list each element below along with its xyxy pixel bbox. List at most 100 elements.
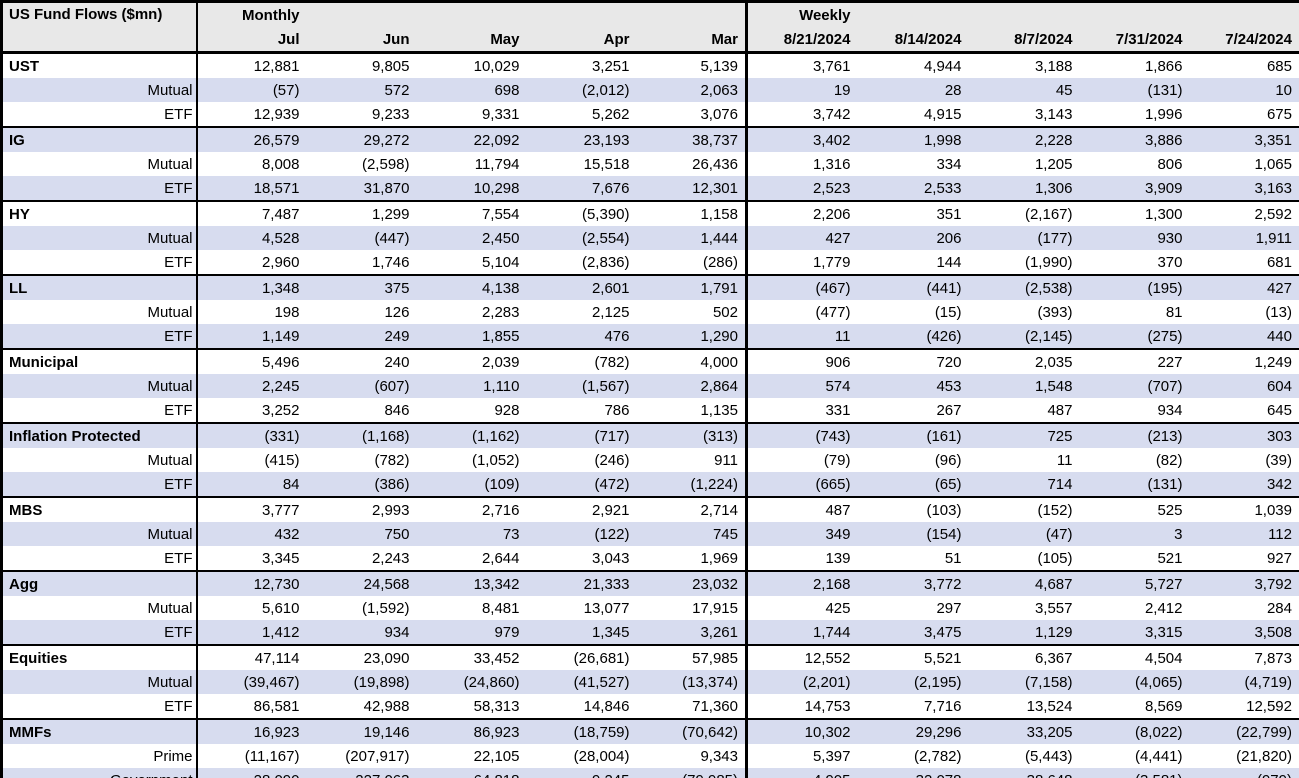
value-cell: 3,909: [1079, 176, 1190, 201]
value-cell: 6,367: [968, 644, 1080, 670]
value-cell: 17,915: [636, 596, 748, 620]
value-cell: (103): [857, 496, 969, 522]
header-spacer: [636, 1, 748, 27]
value-cell: 12,301: [636, 176, 748, 201]
value-cell: 2,283: [481, 303, 520, 321]
value-cell: (207,917): [345, 747, 410, 765]
row-label: Government: [1, 768, 198, 778]
value-cell: 425: [825, 599, 851, 617]
value-cell: 267: [936, 401, 962, 419]
value-cell: 12,592: [1246, 697, 1292, 715]
value-cell: 64,818: [416, 768, 527, 778]
table-row: Mutual (39,467) (19,898) (24,860) (41,527) (1…: [1, 670, 1299, 694]
value-cell: 2,533: [857, 176, 969, 201]
value-cell: 26,436: [636, 152, 748, 176]
value-cell: 144: [936, 253, 962, 271]
value-cell: 1,110: [416, 374, 527, 398]
table-row: HY 7,487 1,299 7,554 (5,390) 1,158 2,206 351 (2,…: [1, 200, 1299, 226]
value-cell: (79,985): [636, 768, 748, 778]
value-cell: 604: [1189, 374, 1299, 398]
row-label: ETF: [1, 546, 198, 571]
value-cell: (122): [526, 522, 637, 546]
value-cell: 84: [196, 472, 307, 497]
value-cell: 2,412: [1144, 599, 1183, 617]
value-cell: 525: [1079, 496, 1190, 522]
value-cell: 12,881: [196, 51, 307, 78]
value-cell: 33,205: [968, 718, 1080, 744]
value-cell: 4,504: [1079, 644, 1190, 670]
value-cell: 51: [944, 549, 962, 567]
value-cell: 1,306: [968, 176, 1080, 201]
value-cell: (979): [1189, 768, 1299, 778]
table-row: Mutual 2,245 (607) 1,110 (1,567) 2,864 574 453 1…: [1, 374, 1299, 398]
value-cell: 1,348: [196, 274, 307, 300]
value-cell: (1,592): [361, 599, 410, 617]
value-cell: 28,090: [196, 768, 307, 778]
table-row: UST 12,881 9,805 10,029 3,251 5,139 3,761 4,944…: [1, 51, 1299, 78]
value-cell: (161): [857, 422, 969, 448]
value-cell: (109): [416, 472, 527, 497]
value-cell: 572: [306, 78, 417, 102]
value-cell: (2,145): [968, 324, 1080, 349]
value-cell: 750: [306, 522, 417, 546]
value-cell: 930: [1079, 226, 1190, 250]
value-cell: (2,782): [913, 747, 962, 765]
column-header-month: Jun: [306, 27, 417, 54]
value-cell: 4,000: [636, 348, 748, 374]
value-cell: (21,820): [1236, 747, 1292, 765]
row-label: Mutual: [1, 374, 198, 398]
table-row: Mutual 432 750 73 (122) 745 349 (154) (47) 3 112: [1, 522, 1299, 546]
value-cell: (47): [968, 522, 1080, 546]
row-label: ETF: [1, 472, 198, 497]
value-cell: (11,167): [244, 747, 300, 765]
value-cell: 12,730: [196, 570, 307, 596]
value-cell: 3,076: [636, 102, 748, 127]
value-cell: 5,262: [591, 105, 630, 123]
group-label: Inflation Protected: [1, 422, 198, 448]
row-label: Mutual: [1, 152, 198, 176]
value-cell: 2,168: [746, 570, 858, 596]
value-cell: 2,243: [371, 549, 410, 567]
table-row: Mutual (415) (782) (1,052) (246) 911 (79) (96) 1…: [1, 448, 1299, 472]
group-label: MBS: [1, 496, 198, 522]
value-cell: (5,443): [1024, 747, 1073, 765]
value-cell: 521: [1157, 549, 1183, 567]
value-cell: 9,343: [636, 744, 748, 768]
value-cell: 351: [857, 200, 969, 226]
value-cell: (1,224): [636, 472, 748, 497]
value-cell: (65): [857, 472, 969, 497]
value-cell: (26,681): [526, 644, 637, 670]
value-cell: (70,642): [636, 718, 748, 744]
value-cell: (41,527): [526, 670, 637, 694]
value-cell: 24,568: [306, 570, 417, 596]
header-spacer: [968, 1, 1080, 27]
value-cell: 574: [746, 374, 858, 398]
value-cell: 375: [306, 274, 417, 300]
value-cell: (275): [1079, 324, 1190, 349]
table-row: Mutual (57) 572 698 (2,012) 2,063 19 28 45 (131) 1…: [1, 78, 1299, 102]
value-cell: 3,777: [196, 496, 307, 522]
value-cell: 1,911: [1189, 226, 1299, 250]
value-cell: 487: [1047, 401, 1073, 419]
value-cell: 3: [1079, 522, 1190, 546]
value-cell: 432: [196, 522, 307, 546]
value-cell: (195): [1079, 274, 1190, 300]
value-cell: (213): [1079, 422, 1190, 448]
value-cell: 5,610: [261, 599, 300, 617]
value-cell: 31,870: [306, 176, 417, 201]
value-cell: (1,567): [526, 374, 637, 398]
value-cell: 2,063: [636, 78, 748, 102]
value-cell: (331): [196, 422, 307, 448]
column-header-week: 8/21/2024: [746, 27, 858, 54]
value-cell: (24,860): [416, 670, 527, 694]
table-row: ETF 2,960 1,746 5,104 (2,836) (286) 1,779 144 (1…: [1, 250, 1299, 275]
value-cell: 8,569: [1144, 697, 1183, 715]
value-cell: 16,923: [196, 718, 307, 744]
header-spacer: [857, 1, 969, 27]
value-cell: (79): [823, 451, 851, 469]
value-cell: 4,915: [923, 105, 962, 123]
value-cell: (426): [857, 324, 969, 349]
table-row: Inflation Protected (331) (1,168) (1,162) (7…: [1, 422, 1299, 448]
row-label: Mutual: [1, 448, 198, 472]
